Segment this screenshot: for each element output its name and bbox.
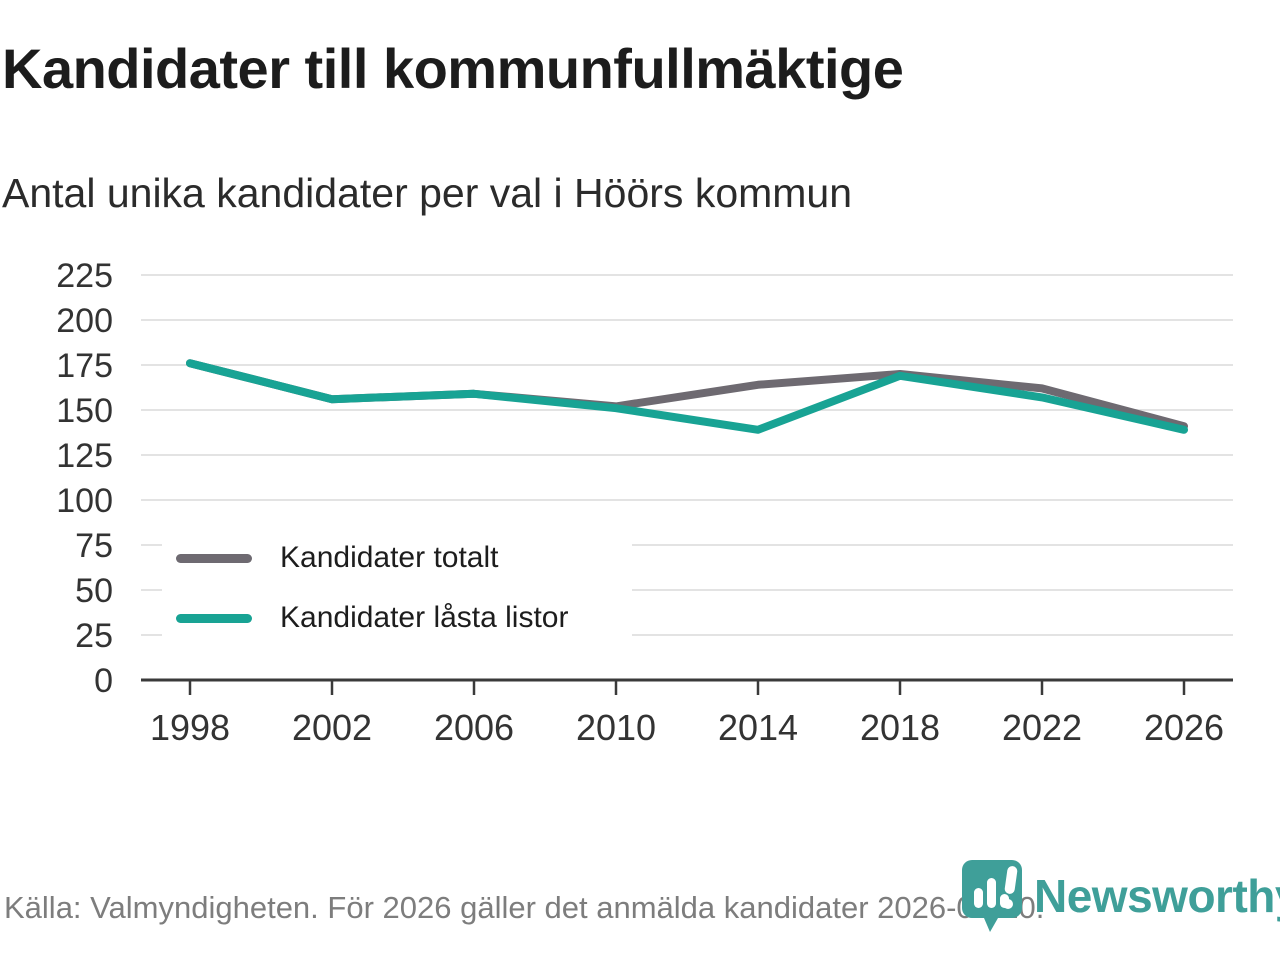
svg-text:200: 200	[56, 302, 113, 340]
svg-text:2006: 2006	[434, 707, 514, 748]
svg-text:2002: 2002	[292, 707, 372, 748]
svg-text:2010: 2010	[576, 707, 656, 748]
svg-text:75: 75	[75, 527, 113, 565]
svg-text:2014: 2014	[718, 707, 798, 748]
legend-swatch-gray	[176, 553, 252, 563]
svg-text:50: 50	[75, 572, 113, 610]
svg-text:125: 125	[56, 437, 113, 475]
svg-text:1998: 1998	[150, 707, 230, 748]
legend-item-kandidater-lasta-listor: Kandidater låsta listor	[162, 597, 632, 639]
legend-label-lasta-listor: Kandidater låsta listor	[280, 601, 569, 634]
legend-label-totalt: Kandidater totalt	[280, 541, 499, 574]
newsworthy-wordmark: Newsworthy	[1034, 870, 1280, 922]
svg-text:2018: 2018	[860, 707, 940, 748]
page-title: Kandidater till kommunfullmäktige	[2, 37, 904, 100]
line-chart: 0 25 50 75 100 125 150 175 200 225 1998 2002 2006 201…	[56, 257, 1233, 748]
chart-subtitle: Antal unika kandidater per val i Höörs k…	[2, 170, 853, 216]
source-note: Källa: Valmyndigheten. För 2026 gäller d…	[4, 890, 1045, 925]
newsworthy-pin-icon	[962, 860, 1022, 932]
svg-text:25: 25	[75, 617, 113, 655]
svg-text:0: 0	[94, 662, 113, 700]
legend-swatch-teal	[176, 613, 252, 623]
svg-text:2022: 2022	[1002, 707, 1082, 748]
svg-text:225: 225	[56, 257, 113, 295]
svg-text:150: 150	[56, 392, 113, 430]
svg-text:175: 175	[56, 347, 113, 385]
newsworthy-logo: Newsworthy	[960, 858, 1280, 934]
series-line-1	[186, 359, 1188, 434]
svg-text:100: 100	[56, 482, 113, 520]
legend-item-kandidater-totalt: Kandidater totalt	[162, 537, 632, 579]
svg-text:2026: 2026	[1144, 707, 1224, 748]
chart-legend: Kandidater totalt Kandidater låsta listo…	[162, 525, 632, 651]
